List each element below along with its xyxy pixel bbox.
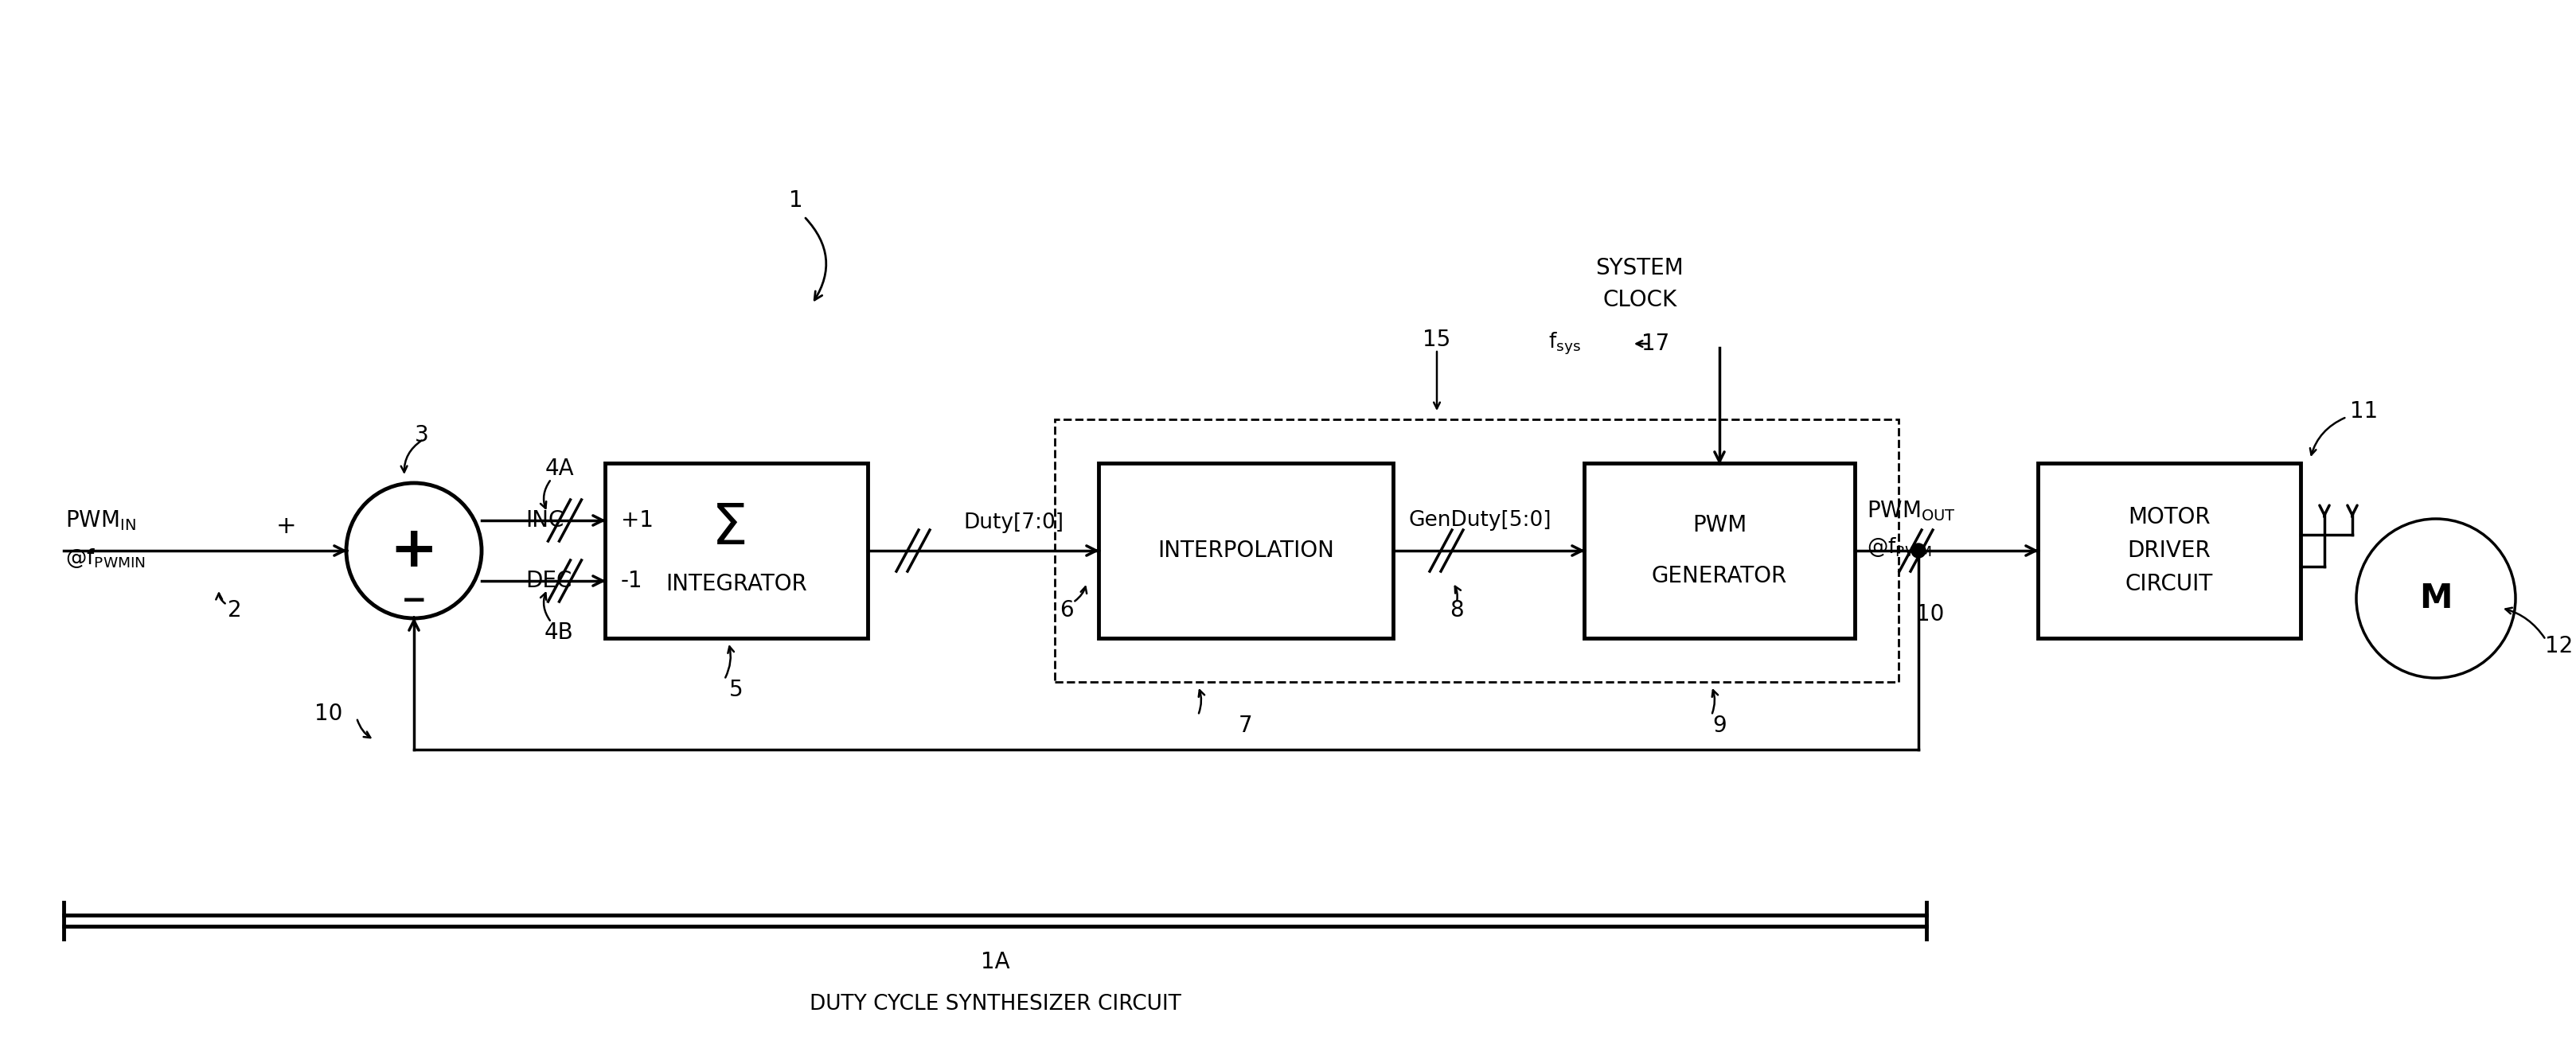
Text: Duty[7:0]: Duty[7:0] xyxy=(963,513,1064,533)
Text: −: − xyxy=(402,586,428,616)
Text: PWM$_{\mathregular{IN}}$: PWM$_{\mathregular{IN}}$ xyxy=(64,508,137,532)
Text: 5: 5 xyxy=(729,679,744,701)
Text: 6: 6 xyxy=(1059,599,1074,621)
Text: 7: 7 xyxy=(1239,714,1252,737)
Text: GenDuty[5:0]: GenDuty[5:0] xyxy=(1409,511,1551,530)
Text: 8: 8 xyxy=(1450,599,1463,621)
Bar xyxy=(1584,464,1855,638)
Text: MOTOR: MOTOR xyxy=(2128,506,2210,528)
Text: 4B: 4B xyxy=(544,621,574,644)
Text: PWM: PWM xyxy=(1692,514,1747,537)
Text: $\Sigma$: $\Sigma$ xyxy=(711,501,744,555)
Text: 10: 10 xyxy=(1917,603,1945,625)
Text: INC: INC xyxy=(526,509,564,531)
Text: +: + xyxy=(276,516,296,539)
Text: 17: 17 xyxy=(1641,333,1669,355)
Bar xyxy=(605,464,868,638)
Circle shape xyxy=(1911,544,1927,557)
Text: DEC: DEC xyxy=(526,570,572,592)
Text: 3: 3 xyxy=(415,424,430,447)
Text: PWM$_{\mathregular{OUT}}$: PWM$_{\mathregular{OUT}}$ xyxy=(1868,499,1955,523)
Text: 1A: 1A xyxy=(981,951,1010,973)
Text: @f$_{\mathregular{PWMIN}}$: @f$_{\mathregular{PWMIN}}$ xyxy=(64,547,144,570)
Bar xyxy=(2038,464,2300,638)
Text: 4A: 4A xyxy=(544,457,574,480)
Text: M: M xyxy=(2419,582,2452,615)
Text: 9: 9 xyxy=(1713,714,1726,737)
Text: 1: 1 xyxy=(788,189,804,212)
Text: f$_{\mathregular{sys}}$: f$_{\mathregular{sys}}$ xyxy=(1548,331,1582,357)
Text: GENERATOR: GENERATOR xyxy=(1651,565,1788,587)
Text: +: + xyxy=(389,523,438,578)
Text: INTERPOLATION: INTERPOLATION xyxy=(1157,540,1334,562)
Text: +1: +1 xyxy=(621,509,654,531)
Text: 2: 2 xyxy=(227,599,242,621)
Text: -1: -1 xyxy=(621,570,644,592)
Text: 12: 12 xyxy=(2545,635,2573,658)
Text: DRIVER: DRIVER xyxy=(2128,540,2210,562)
Text: SYSTEM: SYSTEM xyxy=(1595,257,1685,280)
Text: 15: 15 xyxy=(1422,329,1450,351)
Text: @f$_{\mathregular{PWM}}$: @f$_{\mathregular{PWM}}$ xyxy=(1868,536,1932,559)
Text: CIRCUIT: CIRCUIT xyxy=(2125,573,2213,595)
Bar xyxy=(1054,420,1899,682)
Bar xyxy=(1097,464,1394,638)
Text: 10: 10 xyxy=(314,703,343,725)
Text: DUTY CYCLE SYNTHESIZER CIRCUIT: DUTY CYCLE SYNTHESIZER CIRCUIT xyxy=(809,994,1180,1015)
Text: CLOCK: CLOCK xyxy=(1602,289,1677,311)
Text: INTEGRATOR: INTEGRATOR xyxy=(665,573,806,595)
Text: 11: 11 xyxy=(2349,400,2378,423)
